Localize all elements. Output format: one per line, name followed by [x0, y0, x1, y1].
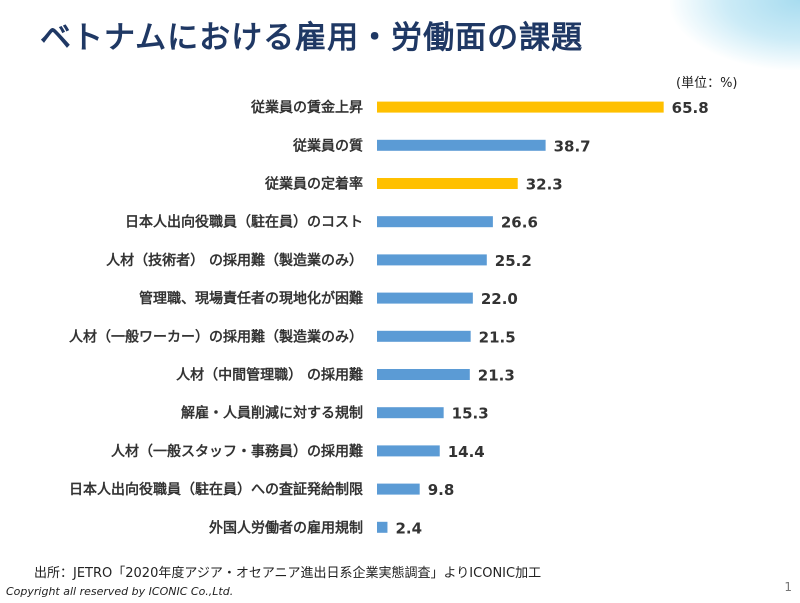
value-label: 21.3 — [478, 367, 515, 385]
value-label: 32.3 — [526, 176, 563, 194]
value-label: 38.7 — [554, 137, 591, 155]
category-label: 管理職、現場責任者の現地化が困難 — [139, 290, 363, 307]
unit-label: (単位：%) — [676, 76, 738, 91]
category-label: 従業員の質 — [292, 137, 363, 154]
bar — [377, 139, 546, 151]
category-label: 人材（一般スタッフ・事務員）の採用難 — [111, 443, 363, 460]
source-note: 出所：JETRO「2020年度アジア・オセアニア進出日系企業実態調査」よりICO… — [34, 566, 542, 581]
bar — [377, 407, 444, 419]
bar — [377, 178, 518, 189]
bars — [377, 101, 664, 533]
page-number: 1 — [784, 580, 792, 594]
value-label: 25.2 — [495, 252, 532, 270]
bar — [377, 521, 388, 533]
category-label: 従業員の賃金上昇 — [250, 99, 363, 116]
value-label: 2.4 — [395, 519, 422, 537]
value-label: 15.3 — [452, 405, 489, 423]
category-label: 日本人出向役職員（駐在員）のコスト — [125, 214, 363, 231]
value-labels: 65.8 38.7 32.3 26.6 25.2 22.0 21.5 21.3 15.3 14.4… — [395, 99, 708, 537]
category-label: 解雇・人員削減に対する規制 — [181, 405, 363, 422]
category-label: 外国人労働者の雇用規制 — [209, 519, 363, 536]
bar — [377, 330, 471, 342]
bar — [377, 292, 473, 304]
page-title: ベトナムにおける雇用・労働面の課題 — [40, 20, 584, 56]
bar — [377, 101, 664, 113]
copyright-text: Copyright all reserved by ICONIC Co.,Ltd… — [6, 585, 234, 598]
bar — [377, 254, 487, 266]
category-label: 日本人出向役職員（駐在員）への査証発給制限 — [69, 481, 363, 498]
bar — [377, 369, 470, 380]
category-label: 人材（一般ワーカー）の採用難（製造業のみ） — [69, 328, 363, 345]
category-label: 従業員の定着率 — [264, 176, 363, 193]
globe-decoration — [670, 0, 800, 70]
value-label: 9.8 — [428, 481, 455, 499]
bar — [377, 445, 440, 457]
category-label: 人材（中間管理職） の採用難 — [176, 367, 363, 384]
category-labels: 従業員の賃金上昇従業員の質従業員の定着率日本人出向役職員（駐在員）のコスト人材（… — [69, 99, 363, 536]
value-label: 14.4 — [448, 443, 485, 461]
category-label: 人材（技術者） の採用難（製造業のみ） — [106, 252, 363, 269]
value-label: 22.0 — [481, 290, 518, 308]
bar — [377, 483, 420, 495]
value-label: 65.8 — [672, 99, 709, 117]
value-label: 21.5 — [479, 328, 516, 346]
bar — [377, 216, 493, 228]
bar-chart: 従業員の賃金上昇従業員の質従業員の定着率日本人出向役職員（駐在員）のコスト人材（… — [69, 99, 709, 537]
value-label: 26.6 — [501, 214, 538, 232]
